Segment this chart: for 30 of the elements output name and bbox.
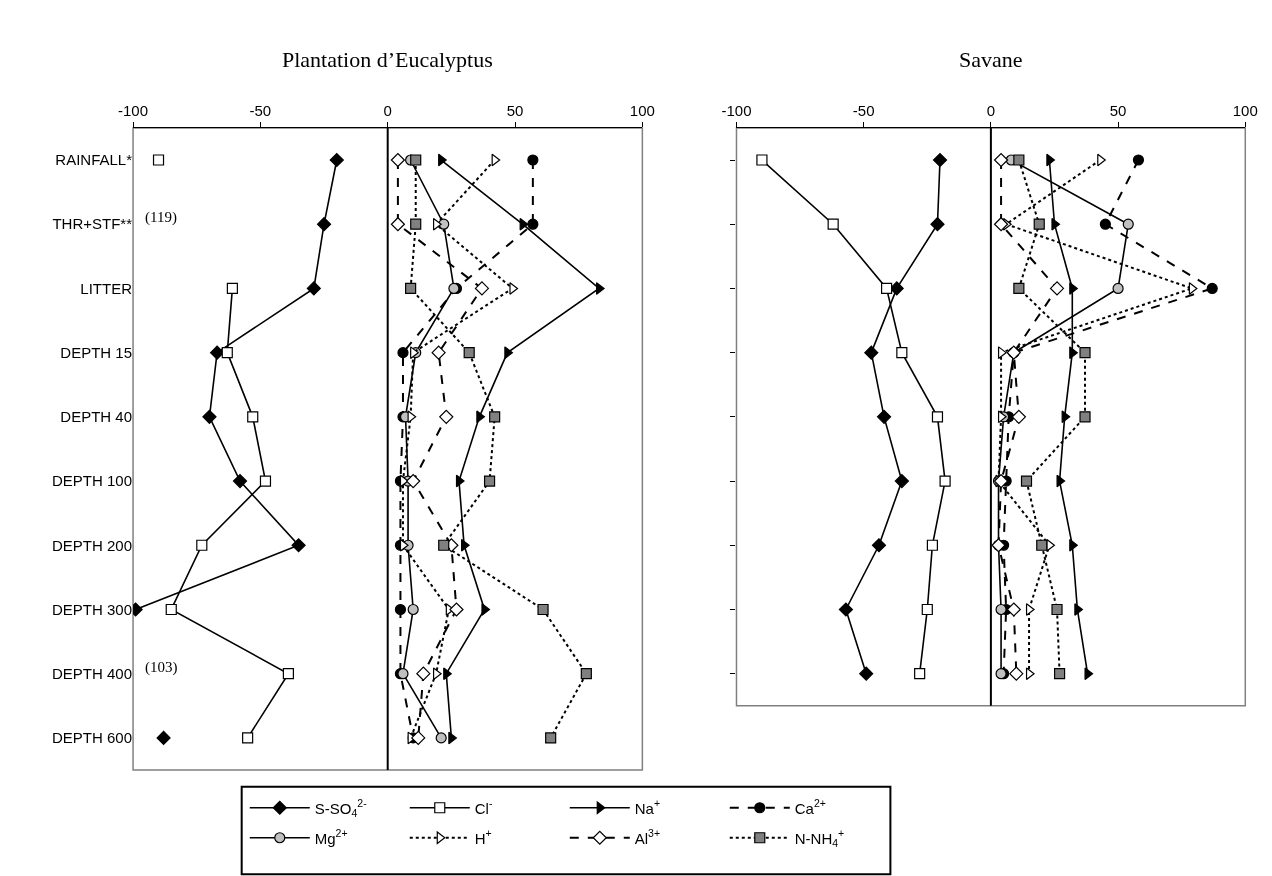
x-tick-label: -50 [249,101,272,119]
x-tick-label: 0 [383,101,392,119]
y-tick-label: LITTER [80,279,133,297]
y-tick-label: DEPTH 40 [60,408,133,426]
chart-title: Plantation d’Eucalyptus [282,47,493,72]
legend-label: Mg$^{2+}$ [314,827,348,847]
x-tick-label: -100 [118,101,149,119]
y-tick-label: DEPTH 600 [52,729,133,747]
legend-label: Cl$^{-}$ [474,797,493,817]
y-tick-label: DEPTH 400 [52,664,133,682]
y-tick-label: DEPTH 300 [52,600,133,618]
x-tick-label: 50 [506,101,524,119]
annotation: (119) [145,209,177,226]
chart-title: Savane [959,47,1023,72]
legend-label: H$^{+}$ [474,827,492,847]
legend-label: Al$^{3+}$ [634,827,661,847]
x-tick-label: 0 [986,101,996,119]
legend-label: Na$^{+}$ [634,797,661,817]
x-tick-label: -50 [852,101,875,119]
x-tick-label: -100 [721,101,752,119]
x-tick-label: 100 [1232,101,1258,119]
x-tick-label: 50 [1109,101,1127,119]
y-tick-label: DEPTH 200 [52,536,133,554]
y-tick-label: THR+STF** [52,215,133,233]
y-tick-label: RAINFALL* [55,151,133,169]
y-tick-label: DEPTH 15 [60,343,133,361]
legend-label: Ca$^{2+}$ [794,797,826,817]
x-tick-label: 100 [629,101,655,119]
annotation: (103) [145,659,178,676]
y-tick-label: DEPTH 100 [52,472,133,490]
